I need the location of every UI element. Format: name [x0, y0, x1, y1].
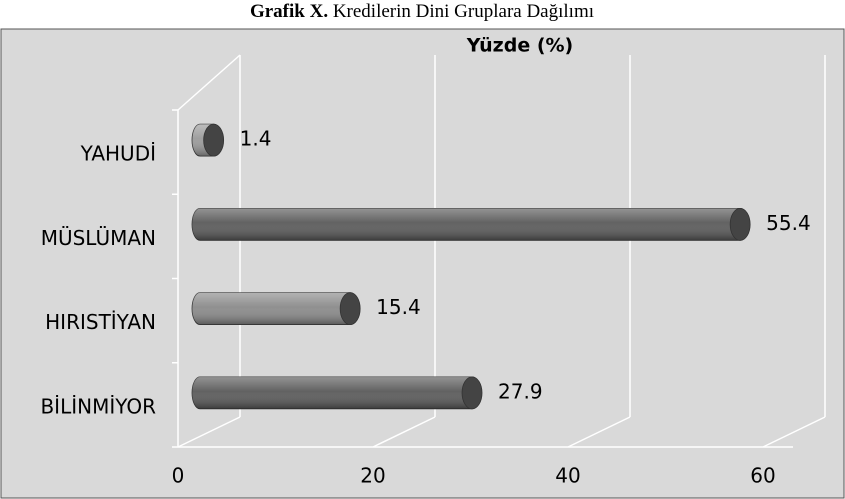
axis-label: Yüzde (%): [466, 35, 573, 57]
value-label: 1.4: [240, 127, 272, 151]
grid-line: [177, 416, 241, 448]
bar-cap: [729, 207, 751, 241]
y-tick-label: HIRISTİYAN: [45, 310, 156, 334]
bar-shade: [192, 208, 749, 241]
grid-line: [372, 416, 436, 448]
plot-background: [0, 28, 845, 499]
bar-cap: [203, 123, 225, 157]
x-tick-label: 40: [555, 464, 580, 488]
title-text: Kredilerin Dini Gruplara Dağılımı: [333, 1, 594, 22]
value-label: 27.9: [498, 379, 543, 403]
bar-cap: [339, 292, 361, 326]
axis-line: [177, 54, 241, 111]
value-label: 55.4: [766, 211, 811, 235]
y-tick-label: BİLİNMİYOR: [40, 394, 156, 418]
bar-shade: [192, 376, 481, 409]
x-tick-label: 20: [360, 464, 385, 488]
bar-shade: [192, 292, 359, 325]
y-tick-label: MÜSLÜMAN: [41, 226, 156, 250]
x-tick-label: 0: [172, 464, 185, 488]
grid-line: [567, 416, 631, 448]
chart-title: Grafik X. Kredilerin Dini Gruplara Dağıl…: [250, 1, 594, 22]
x-tick-label: 60: [750, 464, 775, 488]
figure-label: Grafik X.: [250, 1, 328, 22]
y-tick-label: YAHUDİ: [80, 142, 156, 166]
bar-cap: [461, 376, 483, 410]
grid-line: [762, 416, 826, 448]
value-label: 15.4: [376, 295, 421, 319]
